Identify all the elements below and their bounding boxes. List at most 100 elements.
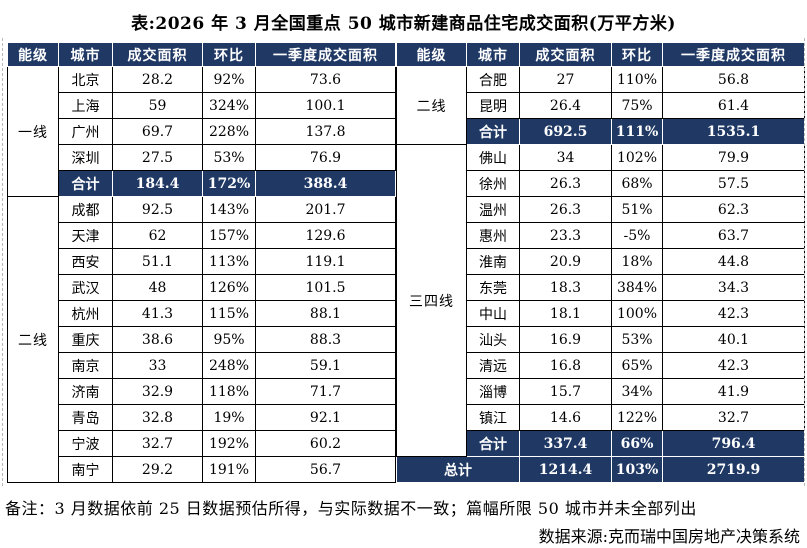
mom-change-cell: 51%: [611, 196, 663, 223]
mom-change-cell: 75%: [611, 92, 663, 119]
transaction-area-cell: 27.5: [112, 144, 203, 171]
mom-change-cell: 118%: [202, 378, 256, 405]
mom-change-cell: 102%: [611, 144, 663, 171]
city-cell: 青岛: [58, 404, 113, 431]
q1-area-cell: 388.4: [255, 170, 396, 197]
transaction-area-cell: 59: [112, 92, 203, 119]
column-header: 一季度成交面积: [662, 42, 805, 67]
column-header: 环比: [611, 42, 663, 67]
city-cell: 合计: [466, 430, 520, 457]
table-row: 深圳 27.5 53% 76.9: [8, 144, 396, 171]
table-row: 武汉 48 126% 101.5: [8, 274, 396, 301]
table-row: 青岛 32.8 19% 92.1: [8, 404, 396, 431]
transaction-area-cell: 62: [112, 222, 203, 249]
q1-area-cell: 88.3: [255, 326, 396, 353]
transaction-area-cell: 33: [112, 352, 203, 379]
transaction-area-cell: 92.5: [112, 196, 203, 223]
city-cell: 杭州: [58, 300, 113, 327]
column-header: 城市: [58, 42, 113, 67]
city-cell: 温州: [466, 196, 520, 223]
table-title: 表:2026 年 3 月全国重点 50 城市新建商品住宅成交面积(万平方米): [131, 14, 676, 34]
transaction-area-cell: 34: [519, 144, 612, 171]
transaction-area-cell: 51.1: [112, 248, 203, 275]
q1-area-cell: 60.2: [255, 430, 396, 457]
q1-area-cell: 61.4: [662, 92, 805, 119]
city-cell: 南宁: [58, 456, 113, 483]
q1-area-cell: 137.8: [255, 118, 396, 145]
mom-change-cell: 95%: [202, 326, 256, 353]
transaction-area-cell: 32.9: [112, 378, 203, 405]
table-row: 二线 合肥 27 110% 56.8: [396, 66, 805, 145]
transaction-area-cell: 38.6: [112, 326, 203, 353]
mom-change-cell: 157%: [202, 222, 256, 249]
column-header: 能级: [396, 42, 467, 67]
mom-change-cell: 111%: [611, 118, 663, 145]
table-row: 镇江 14.6 122% 32.7: [397, 404, 805, 431]
q1-area-cell: 2719.9: [662, 456, 805, 483]
q1-area-cell: 63.7: [662, 222, 805, 249]
q1-area-cell: 101.5: [255, 274, 396, 301]
q1-area-cell: 201.7: [255, 196, 396, 223]
subtotal-row: 合计 184.4 172% 388.4: [8, 170, 396, 197]
mom-change-cell: 115%: [202, 300, 256, 327]
transaction-area-cell: 20.9: [519, 248, 612, 275]
mom-change-cell: 68%: [611, 170, 663, 197]
header-row: 能级 城市 成交面积 环比 一季度成交面积: [396, 42, 805, 67]
transaction-area-cell: 16.8: [519, 352, 612, 379]
tier-cell: 二线: [396, 66, 467, 145]
header-row: 能级 城市 成交面积 环比 一季度成交面积: [7, 42, 396, 67]
table-row: 徐州 26.3 68% 57.5: [397, 170, 805, 197]
mom-change-cell: 324%: [202, 92, 256, 119]
city-cell: 镇江: [466, 404, 520, 431]
page-break-guide-left: [2, 38, 3, 486]
table-row: 一线 北京 28.2 92% 73.6: [7, 66, 396, 197]
transaction-area-cell: 26.3: [519, 170, 612, 197]
table-row: 广州 69.7 228% 137.8: [8, 118, 396, 145]
mom-change-cell: 192%: [202, 430, 256, 457]
mom-change-cell: 248%: [202, 352, 256, 379]
table-row: 惠州 23.3 -5% 63.7: [397, 222, 805, 249]
page-break-guide-right: [804, 38, 805, 486]
city-cell: 天津: [58, 222, 113, 249]
q1-area-cell: 73.6: [255, 66, 396, 93]
city-cell: 佛山: [466, 144, 520, 171]
transaction-area-cell: 26.3: [519, 196, 612, 223]
table-row: 三四线 佛山 34 102% 79.9: [396, 144, 805, 457]
city-cell: 宁波: [58, 430, 113, 457]
mom-change-cell: 113%: [202, 248, 256, 275]
column-header: 环比: [202, 42, 256, 67]
city-cell: 南京: [58, 352, 113, 379]
q1-area-cell: 32.7: [662, 404, 805, 431]
q1-area-cell: 62.3: [662, 196, 805, 223]
q1-area-cell: 34.3: [662, 274, 805, 301]
table-row: 杭州 41.3 115% 88.1: [8, 300, 396, 327]
city-cell: 成都: [58, 196, 113, 223]
column-header: 城市: [466, 42, 520, 67]
table-row: 西安 51.1 113% 119.1: [8, 248, 396, 275]
city-cell: 北京: [58, 66, 113, 93]
q1-area-cell: 56.8: [662, 66, 805, 93]
city-cell: 合计: [58, 170, 113, 197]
transaction-area-cell: 32.8: [112, 404, 203, 431]
city-cell: 淄博: [466, 378, 520, 405]
tier-cell: 一线: [7, 66, 59, 197]
q1-area-cell: 42.3: [662, 352, 805, 379]
transaction-area-cell: 32.7: [112, 430, 203, 457]
mom-change-cell: 53%: [611, 326, 663, 353]
transaction-area-cell: 184.4: [112, 170, 203, 197]
q1-area-cell: 44.8: [662, 248, 805, 275]
mom-change-cell: 143%: [202, 196, 256, 223]
mom-change-cell: 19%: [202, 404, 256, 431]
mom-change-cell: 126%: [202, 274, 256, 301]
q1-area-cell: 59.1: [255, 352, 396, 379]
footnotes: 备注：3 月数据依前 25 日数据预估所得，与实际数据不一致；篇幅所限 50 城…: [0, 495, 807, 547]
table-row: 温州 26.3 51% 62.3: [397, 196, 805, 223]
left-table: 能级 城市 成交面积 环比 一季度成交面积 一线 北京 28.2 92% 73.6 上海 59 324…: [7, 42, 396, 483]
transaction-area-cell: 18.3: [519, 274, 612, 301]
city-cell: 徐州: [466, 170, 520, 197]
mom-change-cell: 34%: [611, 378, 663, 405]
grand-total-label-cell: 总计: [396, 456, 520, 483]
mom-change-cell: 53%: [202, 144, 256, 171]
tier-cell: 二线: [7, 196, 59, 483]
